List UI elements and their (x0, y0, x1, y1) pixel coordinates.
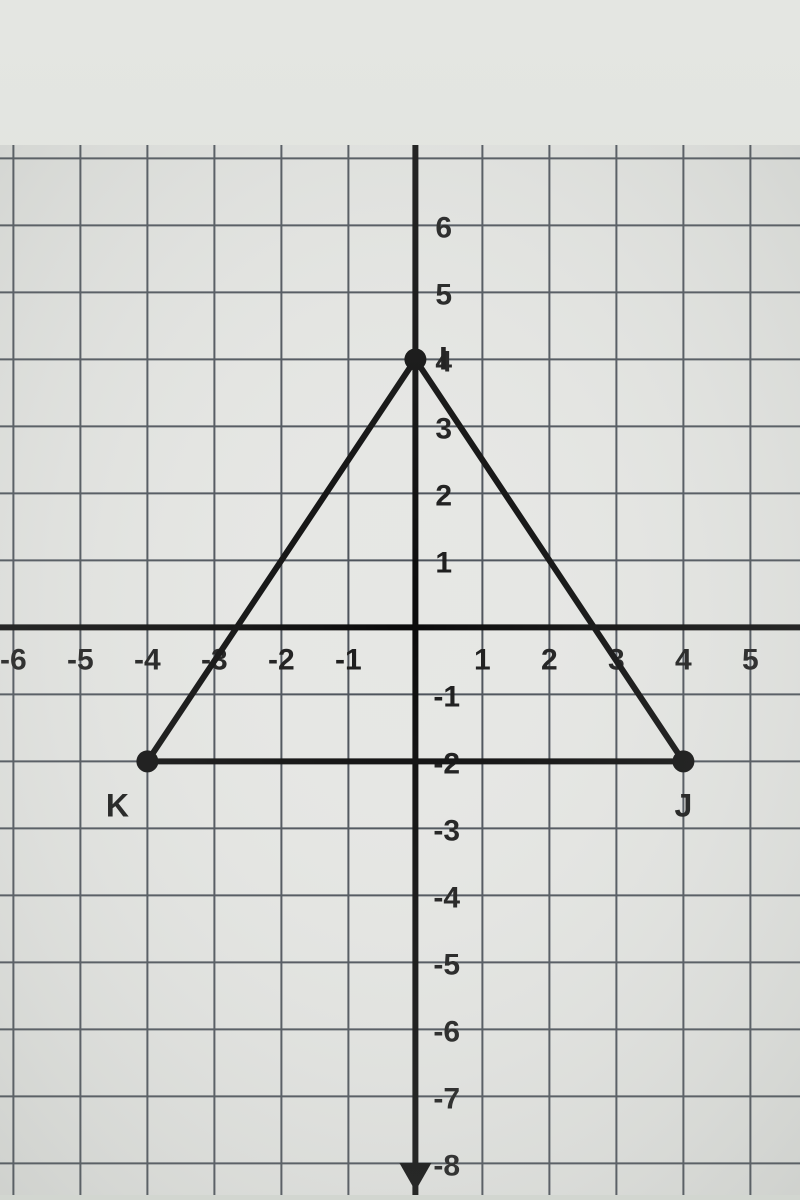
y-axis-arrow-down (399, 1163, 431, 1191)
x-tick-label: -2 (268, 643, 295, 676)
x-tick-label: -4 (134, 643, 161, 676)
x-tick-label: -5 (67, 643, 94, 676)
vertex-point (404, 348, 426, 370)
y-tick-label: -1 (433, 680, 460, 713)
coordinate-plane-svg: -6-5-4-3-2-112345123456-1-2-3-4-5-6-7-8I… (0, 145, 800, 1195)
y-tick-label: -5 (433, 948, 460, 981)
y-tick-label: -6 (433, 1015, 460, 1048)
y-tick-label: 1 (435, 546, 452, 579)
y-tick-label: 5 (435, 278, 452, 311)
y-tick-label: -8 (433, 1149, 460, 1182)
y-tick-label: 2 (435, 479, 452, 512)
x-tick-label: -6 (0, 643, 27, 676)
y-tick-label: -4 (433, 881, 460, 914)
vertex-point (672, 750, 694, 772)
y-tick-label: 3 (435, 412, 452, 445)
x-tick-label: 1 (474, 643, 491, 676)
x-tick-label: 4 (675, 643, 692, 676)
x-tick-label: 5 (742, 643, 759, 676)
vertex-label: K (106, 787, 129, 823)
vertex-point (136, 750, 158, 772)
x-tick-label: -1 (335, 643, 362, 676)
y-tick-label: 6 (435, 211, 452, 244)
x-tick-label: 2 (541, 643, 558, 676)
vertex-label: J (675, 787, 693, 823)
coordinate-plane: -6-5-4-3-2-112345123456-1-2-3-4-5-6-7-8I… (0, 145, 800, 1195)
vertex-label: I (439, 340, 448, 376)
y-tick-label: -3 (433, 814, 460, 847)
y-tick-label: -7 (433, 1082, 460, 1115)
